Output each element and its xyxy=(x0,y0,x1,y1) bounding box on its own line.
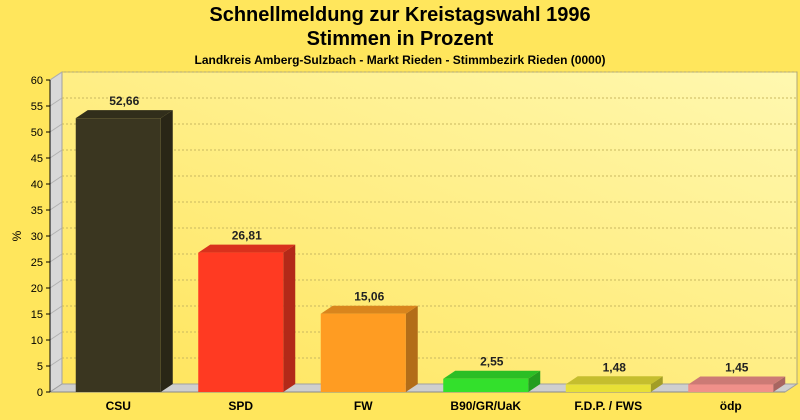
bar-top xyxy=(565,376,663,385)
bar-top xyxy=(75,110,173,119)
bar-front xyxy=(688,384,774,392)
bar-front xyxy=(565,384,651,392)
bar-side xyxy=(160,110,173,392)
gridline-wall xyxy=(49,97,63,107)
bar-front xyxy=(198,252,284,392)
y-tick-label: 30 xyxy=(31,231,43,243)
value-label: 52,66 xyxy=(109,94,139,108)
category-label: ödp xyxy=(720,399,742,413)
category-label: CSU xyxy=(106,399,131,413)
bar-top xyxy=(688,376,786,385)
value-label: 2,55 xyxy=(480,355,504,369)
bar-side xyxy=(405,305,418,392)
gridline-wall xyxy=(49,331,63,341)
bar-spd xyxy=(198,244,296,392)
bar-csu xyxy=(75,110,173,392)
bar-top xyxy=(198,244,296,253)
gridline-wall xyxy=(49,201,63,211)
value-label: 26,81 xyxy=(232,229,262,243)
y-tick-label: 55 xyxy=(31,101,43,113)
bar-fw xyxy=(320,305,418,392)
chart-description: Landkreis Amberg-Sulzbach - Markt Rieden… xyxy=(194,53,606,67)
bar-side xyxy=(528,370,541,392)
category-label: F.D.P. / FWS xyxy=(574,399,642,413)
y-axis-label: % xyxy=(10,230,24,241)
category-label: SPD xyxy=(228,399,253,413)
bar-ödp xyxy=(688,376,786,392)
gridline-wall xyxy=(49,357,63,367)
value-label: 1,48 xyxy=(603,360,627,374)
y-tick-label: 40 xyxy=(31,179,43,191)
gridline-wall xyxy=(49,123,63,133)
bar-front xyxy=(75,118,161,392)
category-label: B90/GR/UaK xyxy=(450,399,521,413)
y-tick-label: 5 xyxy=(37,361,43,373)
bar-top xyxy=(320,305,418,314)
gridline-wall xyxy=(49,227,63,237)
bar-top xyxy=(443,370,541,379)
bar-front xyxy=(320,313,406,392)
chart-title: Schnellmeldung zur Kreistagswahl 1996 xyxy=(209,4,591,26)
gridline-wall xyxy=(49,71,63,81)
bar-side xyxy=(283,244,296,392)
bar-side xyxy=(650,376,663,392)
bar-f-d-p-fws xyxy=(565,376,663,392)
gridline-wall xyxy=(49,279,63,289)
value-label: 15,06 xyxy=(354,290,384,304)
gridline-wall xyxy=(49,149,63,159)
y-tick-label: 45 xyxy=(31,153,43,165)
y-tick-label: 50 xyxy=(31,127,43,139)
bar-front xyxy=(443,378,529,392)
gridline-wall xyxy=(49,253,63,263)
y-tick-label: 25 xyxy=(31,257,43,269)
category-label: FW xyxy=(354,399,373,413)
gridline-wall xyxy=(49,175,63,185)
y-tick-label: 60 xyxy=(31,75,43,87)
y-tick-label: 35 xyxy=(31,205,43,217)
value-label: 1,45 xyxy=(725,360,749,374)
bar-side xyxy=(773,376,786,392)
chart-subtitle: Stimmen in Prozent xyxy=(306,28,494,50)
y-tick-label: 0 xyxy=(37,387,43,399)
y-tick-label: 20 xyxy=(31,283,43,295)
y-tick-label: 15 xyxy=(31,309,43,321)
y-tick-label: 10 xyxy=(31,335,43,347)
gridline-wall xyxy=(49,305,63,315)
bar-b90-gr-uak xyxy=(443,370,541,392)
